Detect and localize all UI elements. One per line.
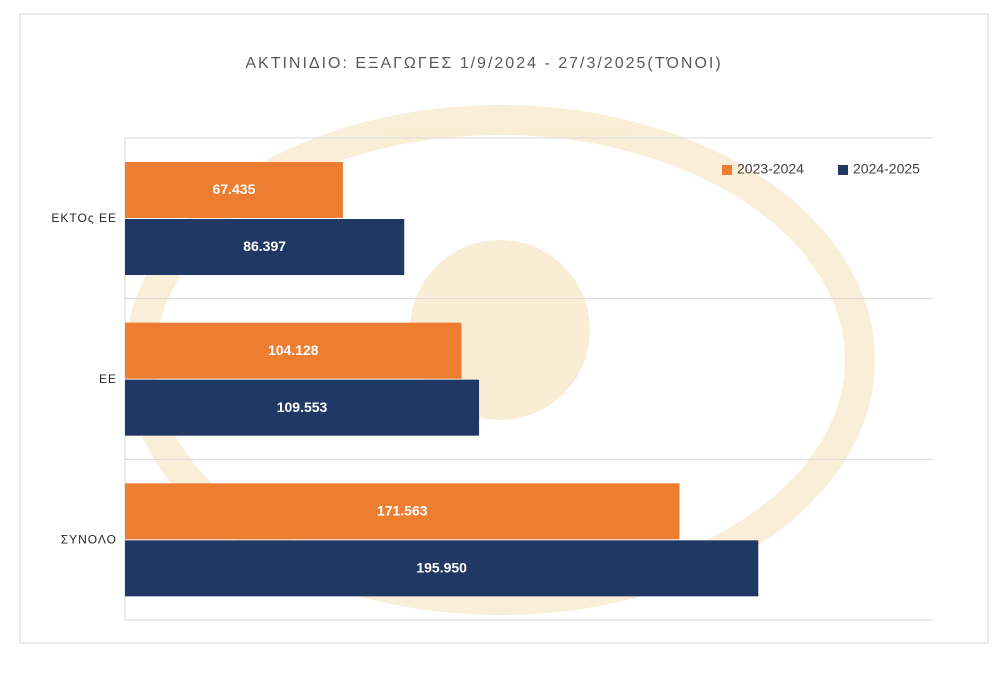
bar (125, 322, 462, 379)
bar (125, 219, 405, 275)
bar (125, 540, 759, 597)
legend-swatch (838, 165, 848, 175)
bar (125, 162, 343, 218)
y-tick-label: ΕΚΤΟς ΕΕ (51, 211, 117, 225)
data-label: 171.563 (377, 503, 428, 519)
legend-label: 2024-2025 (853, 161, 920, 177)
data-label: 195.950 (416, 560, 467, 576)
data-label: 109.553 (277, 399, 328, 415)
data-label: 104.128 (268, 342, 319, 358)
y-tick-label: ΣΥΝΟΛΟ (61, 533, 117, 547)
legend-swatch (722, 165, 732, 175)
data-label: 86.397 (243, 238, 286, 254)
chart-title: ΑΚΤΙΝΙΔΙΟ: ΕΞΑΓΩΓΕΣ 1/9/2024 - 27/3/2025… (245, 55, 722, 72)
data-label: 67.435 (213, 181, 256, 197)
y-tick-label: ΕΕ (99, 372, 117, 386)
legend-label: 2023-2024 (737, 161, 804, 177)
bar (125, 379, 480, 436)
bar (125, 483, 680, 540)
